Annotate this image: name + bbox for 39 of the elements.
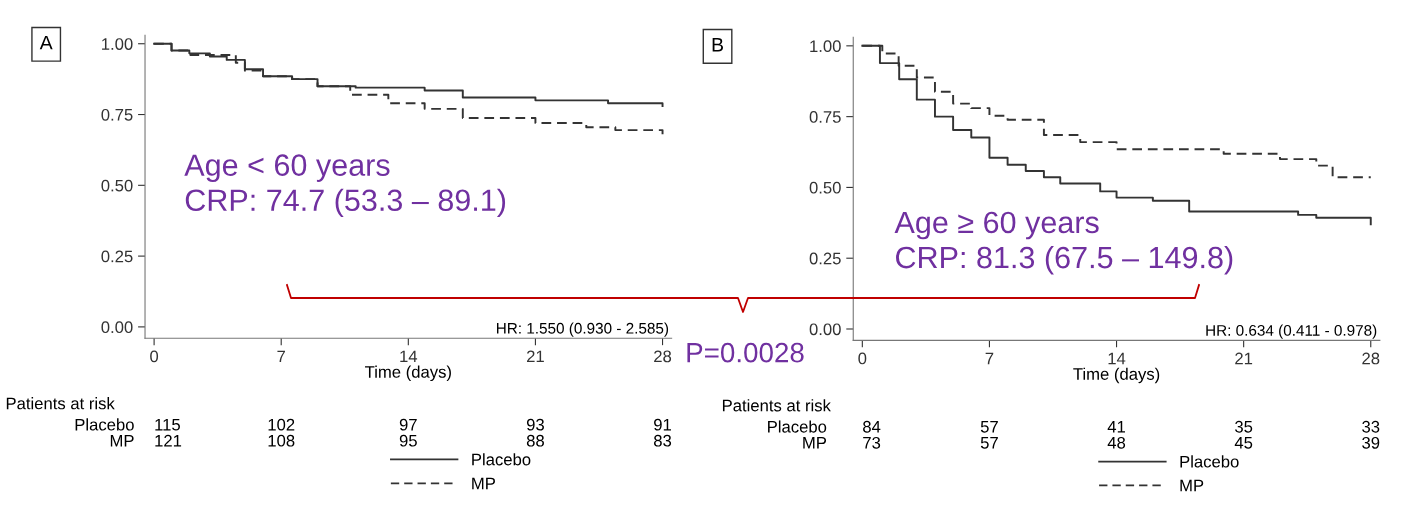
x-tick-label: 7 <box>985 352 994 365</box>
text: MP 73 57 48 45 39 <box>803 436 1380 449</box>
chart-title: A <box>39 35 53 50</box>
y-tick-label: 0.25 <box>101 250 133 263</box>
x-tick-label: 7 <box>277 350 286 363</box>
annotation: HR: 1.550 (0.930 - 2.585) <box>497 322 669 337</box>
legend-label: MP <box>472 477 495 490</box>
y-tick-label: 1.00 <box>102 38 133 50</box>
legend-label: MP <box>1180 479 1204 492</box>
annotation: HR: 0.634 (0.411 - 0.978) <box>1206 324 1377 339</box>
x-tick-label: 28 <box>1362 352 1380 365</box>
x-tick-label: 14 <box>400 350 418 363</box>
text: Placebo 115 102 97 93 91 <box>75 418 671 431</box>
x-tick-label: 0 <box>150 350 159 363</box>
x-tick-label: 14 <box>1108 352 1126 365</box>
chart-title: B <box>712 38 724 52</box>
x-tick-label: 21 <box>527 350 544 363</box>
y-tick-label: 0.75 <box>809 111 841 123</box>
legend-label: Placebo <box>472 453 531 466</box>
x-tick-label: 28 <box>654 350 672 363</box>
y-tick-label: 0.75 <box>101 108 133 121</box>
text: MP 121 108 95 88 83 <box>110 434 672 447</box>
text: P=0.0028 <box>687 342 804 363</box>
annotation: Age < 60 years CRP: 74.7 (53.3 – 89.1) <box>184 154 506 218</box>
text: Patients at risk <box>6 397 115 410</box>
y-tick-label: 0.25 <box>809 252 841 265</box>
x-tick-label: 21 <box>1235 352 1253 365</box>
annotation: Age ≥ 60 years CRP: 81.3 (67.5 – 149.8) <box>894 211 1233 275</box>
y-tick-label: 1.00 <box>810 40 841 53</box>
y-tick-label: 0.50 <box>809 181 841 194</box>
x-tick-label: 0 <box>858 352 867 365</box>
legend-label: Placebo <box>1180 455 1239 468</box>
text: Placebo 84 57 41 35 33 <box>768 420 1380 433</box>
y-tick-label: 0.50 <box>101 179 133 192</box>
x-axis-title: Time (days) <box>365 365 451 382</box>
y-tick-label: 0.00 <box>809 323 841 336</box>
x-axis-title: Time (days) <box>1073 367 1160 384</box>
y-tick-label: 0.00 <box>101 321 133 334</box>
text: Patients at risk <box>722 399 831 412</box>
